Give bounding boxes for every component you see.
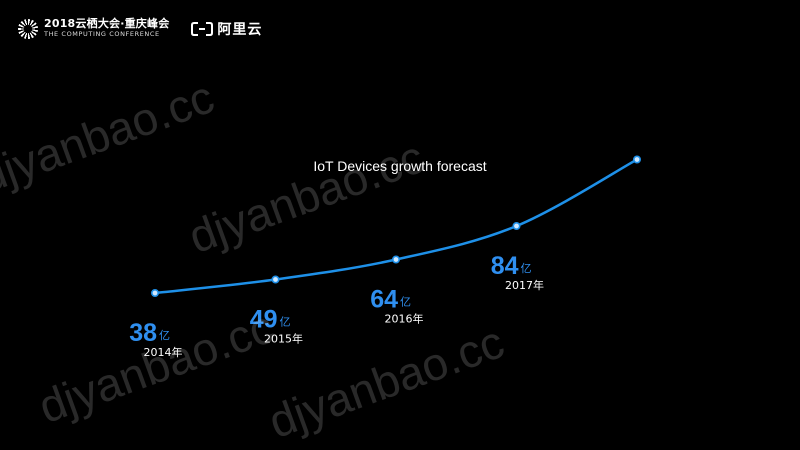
x-tick-label: 2016年 bbox=[385, 312, 424, 326]
data-label-value: 84 bbox=[491, 252, 519, 280]
data-label-unit: 亿 bbox=[400, 296, 411, 309]
data-label-unit: 亿 bbox=[159, 329, 170, 342]
x-tick-label: 2014年 bbox=[144, 345, 183, 359]
data-label-value: 49 bbox=[250, 306, 278, 334]
data-label-unit: 亿 bbox=[280, 316, 291, 329]
conference-subtitle: THE COMPUTING CONFERENCE bbox=[44, 30, 160, 38]
data-point bbox=[632, 155, 641, 164]
series-line bbox=[154, 158, 638, 295]
data-point bbox=[151, 288, 160, 297]
conference-name: 2018云栖大会·重庆峰会 bbox=[44, 17, 170, 30]
data-point bbox=[271, 275, 280, 284]
company-name: 阿里云 bbox=[217, 21, 263, 38]
aliyun-logo-icon bbox=[191, 21, 214, 36]
data-label-unit: 亿 bbox=[521, 262, 532, 275]
x-tick-label: 2015年 bbox=[264, 332, 303, 346]
conference-logo: 2018云栖大会·重庆峰会 THE COMPUTING CONFERENCE bbox=[44, 18, 169, 39]
company-logo: 阿里云 bbox=[191, 19, 262, 39]
data-label-value: 64 bbox=[370, 286, 398, 314]
chart-title: IoT Devices growth forecast bbox=[313, 158, 487, 174]
x-tick-label: 2017年 bbox=[505, 278, 544, 292]
data-point bbox=[391, 255, 400, 264]
data-label-value: 38 bbox=[129, 319, 157, 347]
data-point bbox=[512, 222, 521, 231]
conference-logo-icon bbox=[18, 18, 38, 39]
header: 2018云栖大会·重庆峰会 THE COMPUTING CONFERENCE 阿… bbox=[18, 18, 262, 39]
